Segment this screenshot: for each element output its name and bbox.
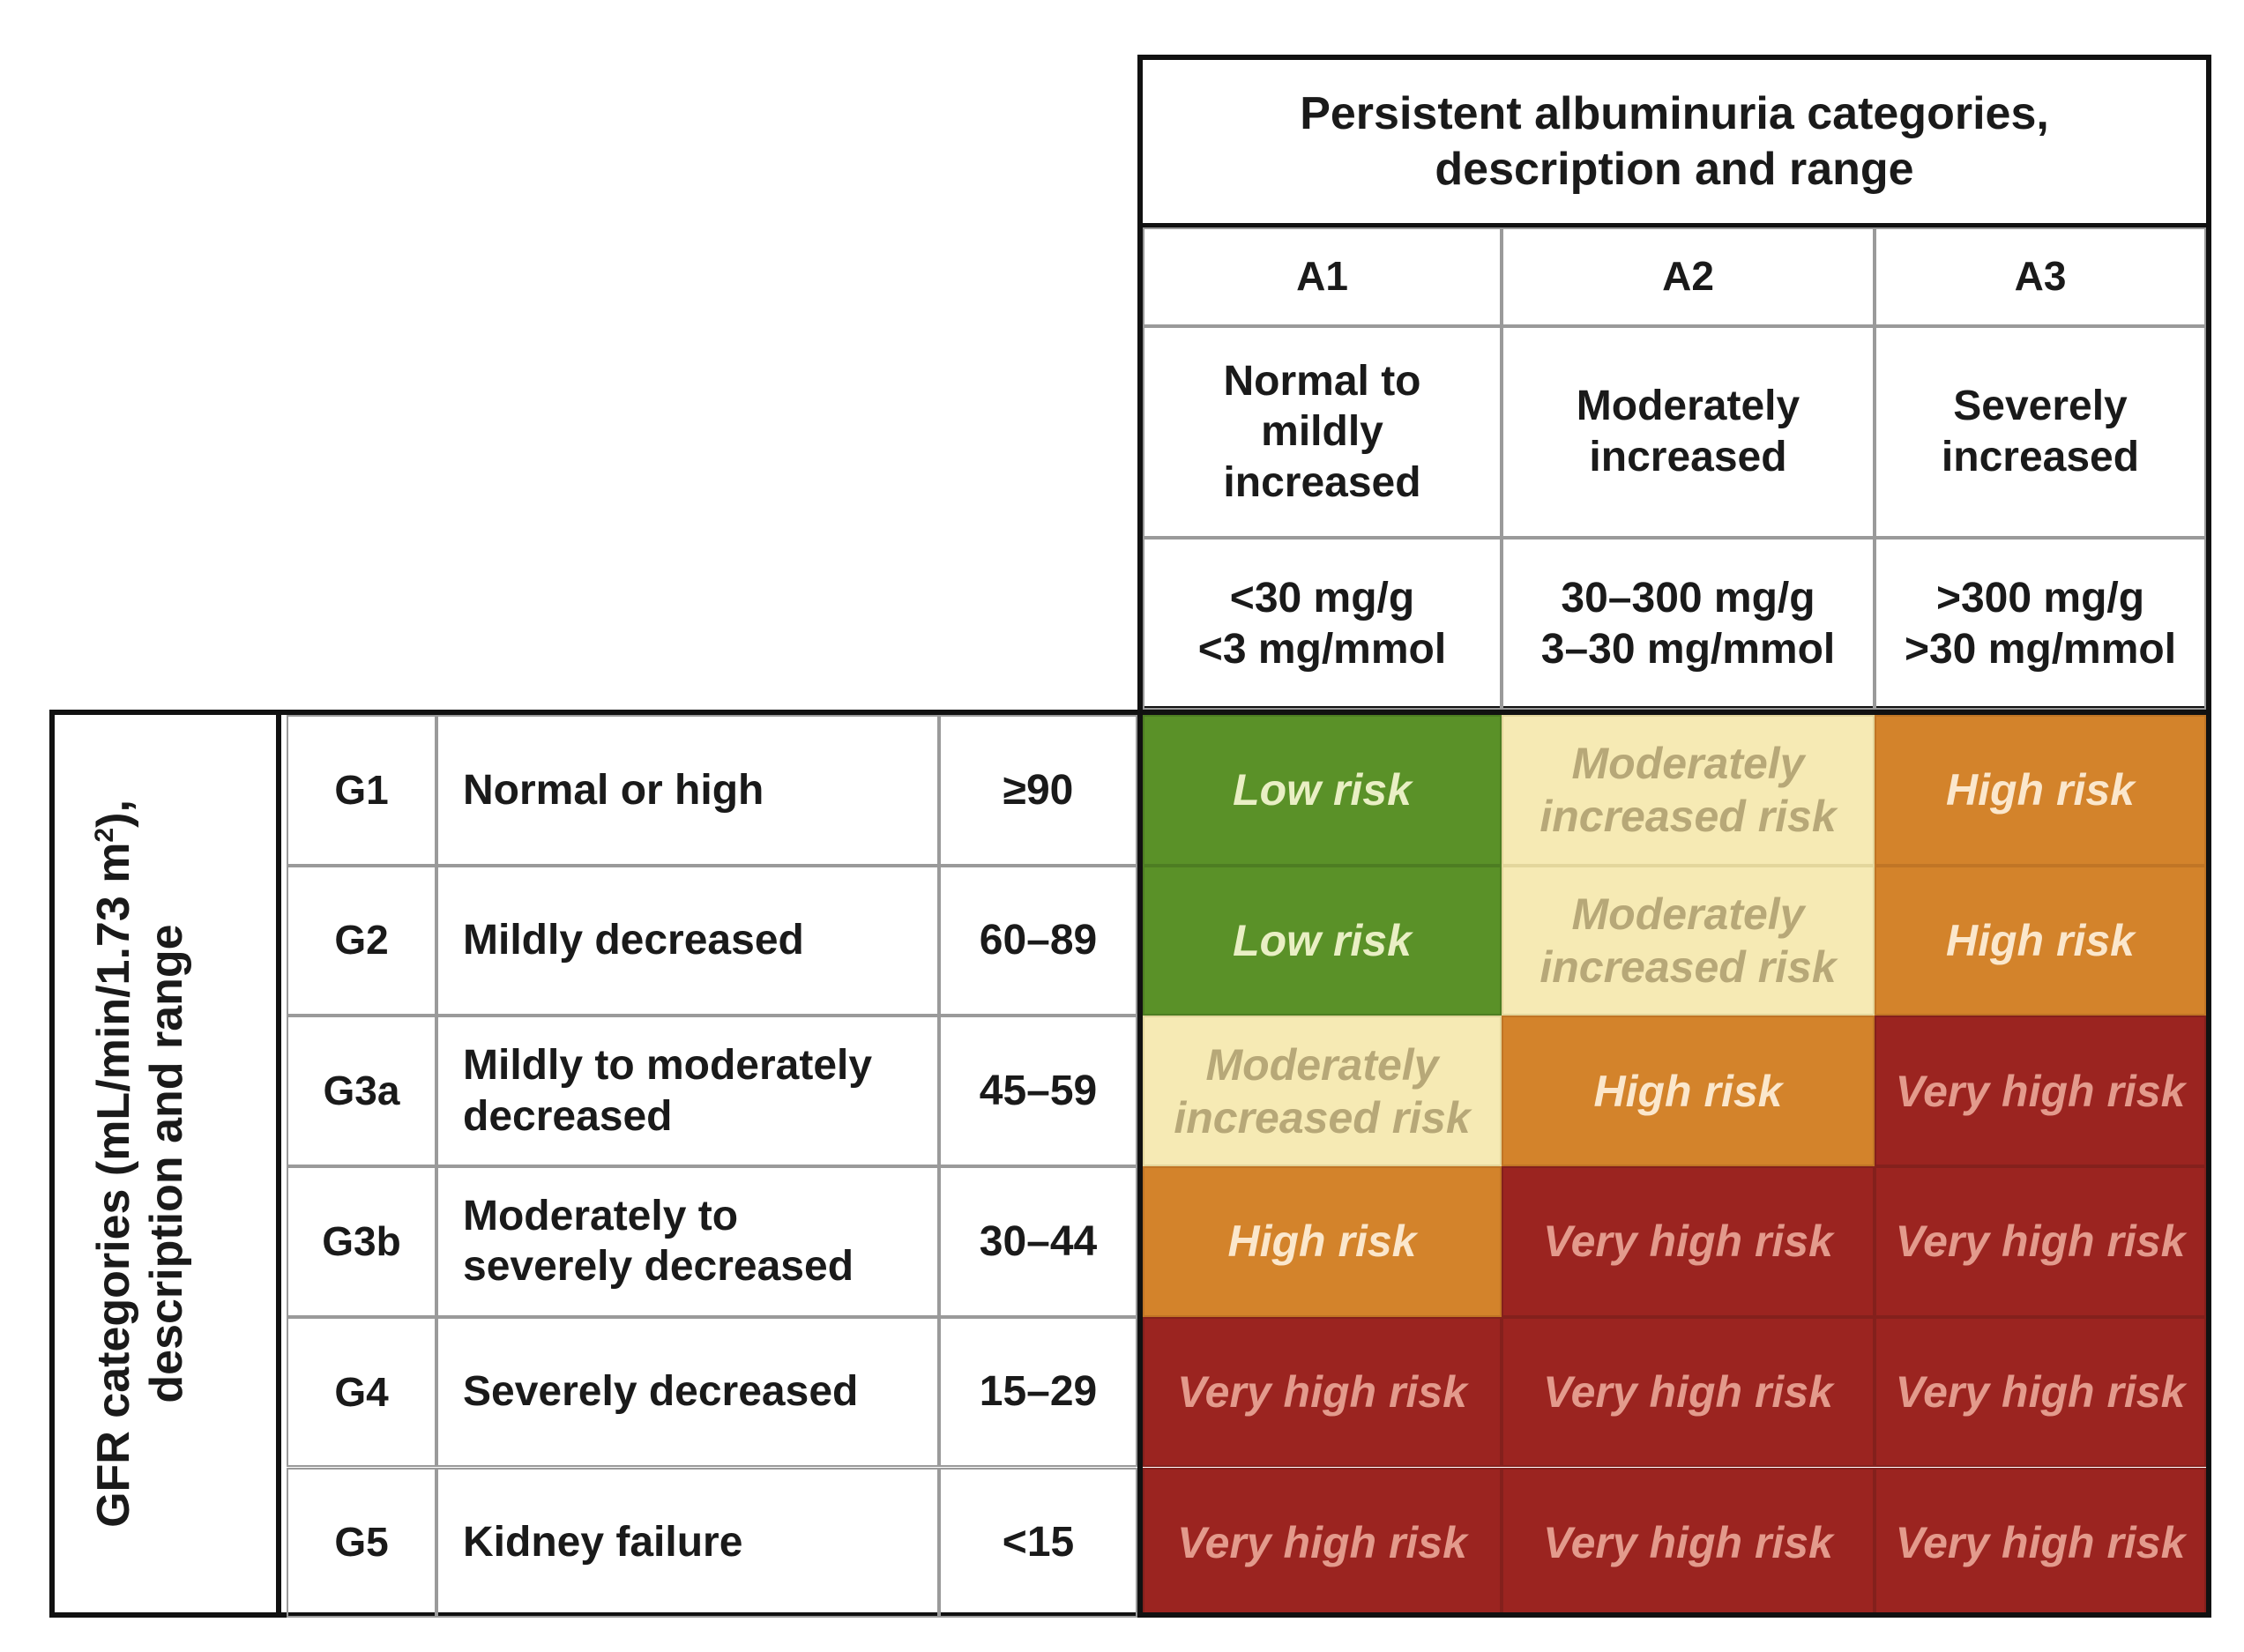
albuminuria-desc-a1-line: mildly (1261, 408, 1383, 456)
risk-cell-g4-a1: Very high risk (1143, 1316, 1502, 1468)
albuminuria-title: Persistent albuminuria categories, descr… (1143, 60, 2206, 227)
gfr-desc-g3b-line: severely decreased (463, 1243, 854, 1291)
gfr-desc-g3a: Mildly to moderately decreased (436, 1016, 939, 1167)
risk-cell-g3a-a3: Very high risk (1875, 1016, 2206, 1167)
risk-cell-g2-a1: Low risk (1143, 865, 1502, 1016)
risk-cell-g3a-a2-line: High risk (1593, 1066, 1783, 1116)
albuminuria-range-a2-line: 30–300 mg/g (1561, 574, 1815, 621)
gfr-desc-g5-line: Kidney failure (463, 1519, 743, 1566)
gfr-desc-g2-line: Mildly decreased (463, 917, 804, 964)
risk-cell-g5-a2: Very high risk (1502, 1467, 1875, 1619)
gfr-code-g3a: G3a (287, 1016, 436, 1167)
risk-cell-g3b-a1-line: High risk (1227, 1217, 1417, 1267)
albuminuria-desc-a3-line: Severely (1953, 383, 2128, 430)
albuminuria-range-a3-line: >30 mg/mmol (1904, 625, 2177, 673)
risk-cell-g2-a2-line: increased risk (1539, 942, 1837, 993)
risk-cell-g4-a1-line: Very high risk (1177, 1367, 1467, 1418)
albuminuria-desc-a3: Severely increased (1875, 326, 2206, 538)
albuminuria-desc-a3-line: increased (1941, 434, 2140, 480)
gfr-desc-g4: Severely decreased (436, 1316, 939, 1468)
risk-cell-g5-a1-line: Very high risk (1177, 1517, 1467, 1567)
risk-cell-g1-a2: Moderately increased risk (1502, 715, 1875, 866)
albuminuria-code-a2: A2 (1502, 227, 1875, 326)
gfr-desc-g3a-line: Mildly to moderately (463, 1042, 873, 1090)
risk-cell-g3b-a3: Very high risk (1875, 1166, 2206, 1317)
gfr-desc-g3b-line: Moderately to (463, 1192, 739, 1239)
risk-cell-g5-a3-line: Very high risk (1895, 1517, 2186, 1567)
risk-cell-g5-a2-line: Very high risk (1543, 1517, 1833, 1567)
risk-cell-g5-a3: Very high risk (1875, 1467, 2206, 1619)
albuminuria-range-a2: 30–300 mg/g 3–30 mg/mmol (1502, 538, 1875, 710)
risk-cell-g1-a1: Low risk (1143, 715, 1502, 866)
risk-cell-g2-a2: Moderately increased risk (1502, 865, 1875, 1016)
albuminuria-desc-a1: Normal to mildly increased (1143, 326, 1502, 538)
gfr-code-g5: G5 (287, 1467, 436, 1619)
gfr-range-g3a: 45–59 (939, 1016, 1137, 1167)
risk-cell-g3b-a2: Very high risk (1502, 1166, 1875, 1317)
risk-cell-g3a-a3-line: Very high risk (1895, 1066, 2186, 1116)
risk-cell-g1-a3: High risk (1875, 715, 2206, 866)
albuminuria-range-a1: <30 mg/g <3 mg/mmol (1143, 538, 1502, 710)
gfr-axis-label: GFR categories (mL/min/1.73 m2), descrip… (88, 723, 194, 1604)
gfr-desc-g4-line: Severely decreased (463, 1368, 859, 1416)
gfr-desc-g5: Kidney failure (436, 1467, 939, 1619)
gfr-range-g2: 60–89 (939, 865, 1137, 1016)
risk-cell-g1-a1-line: Low risk (1233, 765, 1412, 815)
risk-cell-g3a-a1-line: Moderately (1205, 1039, 1439, 1090)
gfr-code-g2: G2 (287, 865, 436, 1016)
gfr-range-g1: ≥90 (939, 715, 1137, 866)
albuminuria-range-a1-line: <30 mg/g (1229, 574, 1415, 621)
risk-cell-g4-a3: Very high risk (1875, 1316, 2206, 1468)
albuminuria-desc-a2-line: Moderately (1576, 383, 1800, 430)
albuminuria-range-a3: >300 mg/g >30 mg/mmol (1875, 538, 2206, 710)
gfr-desc-g3b: Moderately to severely decreased (436, 1166, 939, 1317)
risk-cell-g5-a1: Very high risk (1143, 1467, 1502, 1619)
risk-cell-g2-a1-line: Low risk (1233, 916, 1412, 966)
gfr-desc-g1: Normal or high (436, 715, 939, 866)
albuminuria-desc-a1-line: Normal to (1223, 357, 1421, 405)
gfr-range-g5: <15 (939, 1467, 1137, 1619)
gfr-code-g3b: G3b (287, 1166, 436, 1317)
risk-cell-g3a-a2: High risk (1502, 1016, 1875, 1167)
albuminuria-desc-a1-line: increased (1223, 458, 1421, 506)
gfr-desc-g2: Mildly decreased (436, 865, 939, 1016)
risk-cell-g4-a2: Very high risk (1502, 1316, 1875, 1468)
albuminuria-range-a3-line: >300 mg/g (1935, 574, 2145, 621)
risk-cell-g3a-a1: Moderately increased risk (1143, 1016, 1502, 1167)
albuminuria-desc-a2-line: increased (1589, 434, 1787, 480)
risk-cell-g1-a2-line: increased risk (1539, 792, 1837, 842)
risk-cell-g3b-a2-line: Very high risk (1543, 1217, 1833, 1267)
gfr-code-g4: G4 (287, 1316, 436, 1468)
gfr-desc-g1-line: Normal or high (463, 766, 764, 814)
gfr-code-g1: G1 (287, 715, 436, 866)
risk-cell-g3a-a1-line: increased risk (1174, 1092, 1471, 1142)
risk-cell-g2-a3-line: High risk (1946, 916, 2135, 966)
gfr-desc-g3a-line: decreased (463, 1092, 673, 1140)
gfr-axis-line1: GFR categories (mL/min/1.73 m2), (88, 800, 140, 1528)
albuminuria-title-line2: description and range (1435, 143, 1914, 195)
risk-cell-g1-a3-line: High risk (1946, 765, 2135, 815)
gfr-axis-cell (49, 710, 281, 1618)
albuminuria-range-a1-line: <3 mg/mmol (1197, 625, 1447, 673)
albuminuria-code-a3: A3 (1875, 227, 2206, 326)
risk-cell-g3b-a1: High risk (1143, 1166, 1502, 1317)
risk-cell-g2-a3: High risk (1875, 865, 2206, 1016)
gfr-axis-line2: description and range (141, 924, 192, 1403)
gfr-range-g3b: 30–44 (939, 1166, 1137, 1317)
risk-cell-g3b-a3-line: Very high risk (1895, 1217, 2186, 1267)
gfr-range-g4: 15–29 (939, 1316, 1137, 1468)
risk-cell-g1-a2-line: Moderately (1571, 739, 1805, 789)
albuminuria-code-a1: A1 (1143, 227, 1502, 326)
albuminuria-desc-a2: Moderately increased (1502, 326, 1875, 538)
risk-cell-g4-a3-line: Very high risk (1895, 1367, 2186, 1418)
risk-cell-g2-a2-line: Moderately (1571, 889, 1805, 940)
albuminuria-range-a2-line: 3–30 mg/mmol (1540, 625, 1836, 673)
albuminuria-title-line1: Persistent albuminuria categories, (1300, 88, 2049, 140)
risk-cell-g4-a2-line: Very high risk (1543, 1367, 1833, 1418)
